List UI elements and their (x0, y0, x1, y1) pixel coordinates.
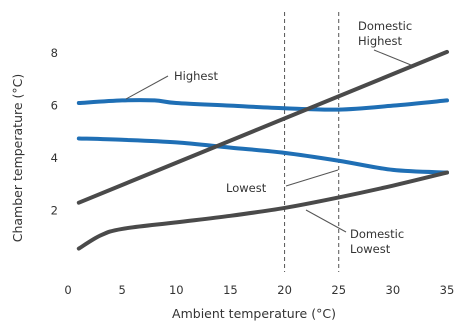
series-line-0 (76, 98, 449, 112)
y-tick-labels: 2 4 6 8 (51, 46, 58, 217)
annotations: HighestLowestDomesticHighestDomesticLowe… (125, 19, 412, 256)
y-tick-label: 8 (51, 46, 58, 60)
x-tick-label: 0 (64, 283, 71, 297)
x-tick-label: 25 (331, 283, 346, 297)
x-tick-label: 15 (223, 283, 238, 297)
x-tick-label: 30 (386, 283, 401, 297)
x-tick-label: 5 (118, 283, 125, 297)
annotation-leader-line (285, 169, 339, 187)
annotation-label: Domestic (358, 19, 412, 33)
y-tick-label: 2 (51, 204, 58, 218)
annotation-leader-line (373, 49, 412, 66)
y-tick-label: 4 (51, 151, 58, 165)
annotation-leader-line (125, 75, 169, 100)
x-tick-labels: 0 5 10 15 20 25 30 35 (64, 283, 454, 297)
series-line-3 (76, 170, 449, 251)
annotation-label: Highest (358, 34, 402, 48)
x-tick-label: 35 (440, 283, 455, 297)
x-tick-label: 20 (277, 283, 292, 297)
y-tick-label: 6 (51, 99, 58, 113)
reference-lines (284, 12, 340, 272)
y-axis-title: Chamber temperature (°C) (10, 74, 25, 243)
x-tick-label: 10 (169, 283, 184, 297)
series-line-2 (76, 49, 449, 205)
annotation-label: Lowest (226, 181, 267, 195)
annotation-label: Domestic (350, 227, 404, 241)
annotation-leader-line (305, 209, 347, 233)
annotation-label: Lowest (350, 242, 391, 256)
annotation-label: Highest (174, 69, 218, 83)
series-line-1 (76, 136, 449, 175)
x-axis-title: Ambient temperature (°C) (172, 306, 336, 321)
series-lines (76, 49, 449, 251)
